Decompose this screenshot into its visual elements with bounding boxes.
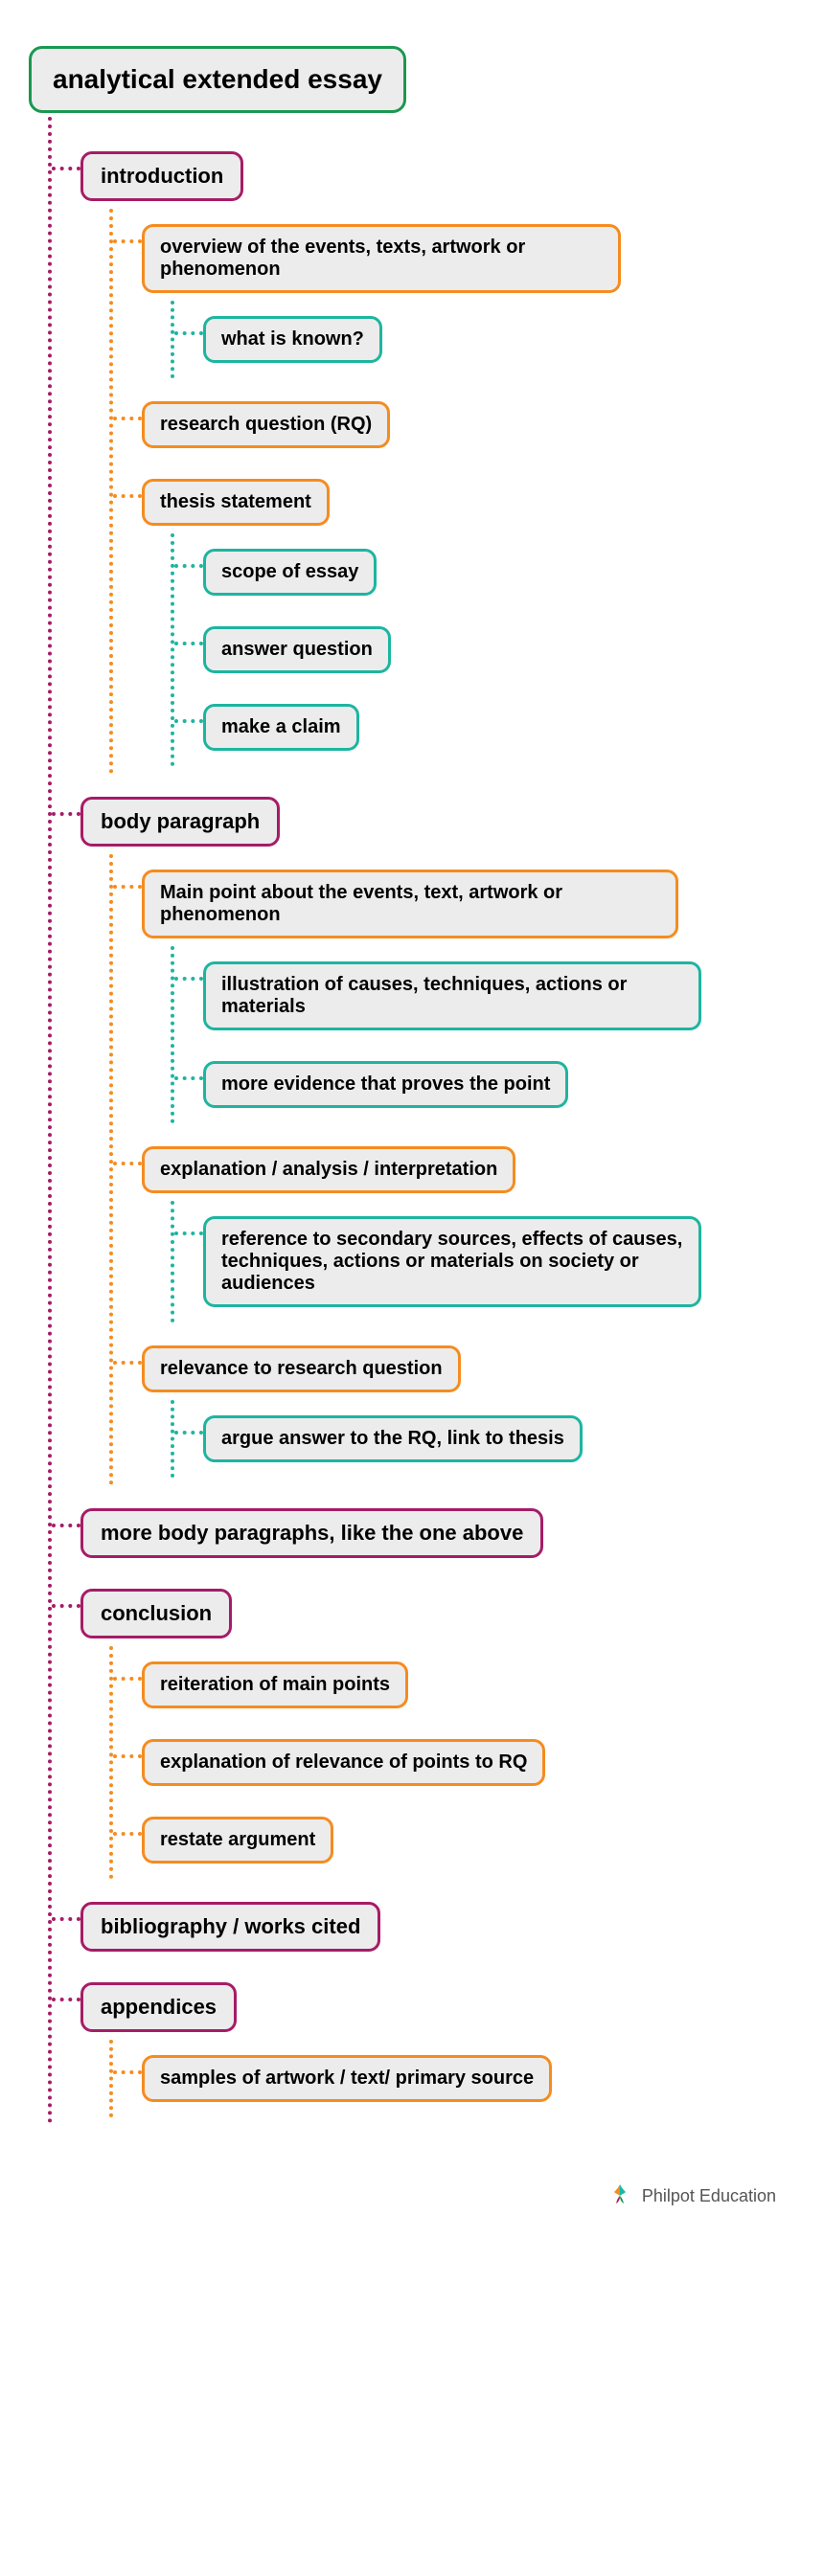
main-sub1-wrap: illustration of causes, techniques, acti… [174,946,795,1046]
overview-sub-wrap: what is known? [174,301,795,378]
footer: Philpot Education [29,2182,795,2210]
relevance-children: argue answer to the RQ, link to thesis [171,1400,795,1478]
body-node: body paragraph [80,797,280,847]
conclusion-wrap: conclusion reiteration of main points ex… [52,1573,795,1887]
appendices-children: samples of artwork / text/ primary sourc… [109,2040,795,2117]
relevance-sub-node: argue answer to the RQ, link to thesis [203,1415,583,1462]
concl-c3-node: restate argument [142,1817,333,1864]
intro-node: introduction [80,151,243,201]
append-a1-node: samples of artwork / text/ primary sourc… [142,2055,552,2102]
intro-children: overview of the events, texts, artwork o… [109,209,795,774]
append-a1-wrap: samples of artwork / text/ primary sourc… [113,2040,795,2117]
relevance-sub-wrap: argue answer to the RQ, link to thesis [174,1400,795,1478]
root-children: introduction overview of the events, tex… [48,117,795,2125]
explanation-wrap: explanation / analysis / interpretation … [113,1131,795,1330]
body-wrap: body paragraph Main point about the even… [52,781,795,1493]
mainpoint-wrap: Main point about the events, text, artwo… [113,854,795,1131]
rq-wrap: research question (RQ) [113,386,795,463]
thesis-wrap: thesis statement scope of essay answer q… [113,463,795,774]
appendices-wrap: appendices samples of artwork / text/ pr… [52,1967,795,2125]
concl-c3-wrap: restate argument [113,1801,795,1879]
explanation-node: explanation / analysis / interpretation [142,1146,515,1193]
logo-icon [608,2182,631,2210]
biblio-wrap: bibliography / works cited [52,1887,795,1967]
concl-c2-wrap: explanation of relevance of points to RQ [113,1724,795,1801]
explanation-children: reference to secondary sources, effects … [171,1201,795,1322]
relevance-node: relevance to research question [142,1345,461,1392]
intro-wrap: introduction overview of the events, tex… [52,136,795,781]
main-sub1-node: illustration of causes, techniques, acti… [203,961,701,1030]
thesis-sub1-node: scope of essay [203,549,377,596]
conclusion-children: reiteration of main points explanation o… [109,1646,795,1879]
relevance-wrap: relevance to research question argue ans… [113,1330,795,1485]
main-sub2-node: more evidence that proves the point [203,1061,568,1108]
biblio-node: bibliography / works cited [80,1902,380,1952]
thesis-sub3-node: make a claim [203,704,359,751]
thesis-node: thesis statement [142,479,330,526]
body-children: Main point about the events, text, artwo… [109,854,795,1485]
main-sub2-wrap: more evidence that proves the point [174,1046,795,1123]
thesis-sub3-wrap: make a claim [174,689,795,766]
overview-sub-node: what is known? [203,316,382,363]
thesis-sub2-node: answer question [203,626,391,673]
concl-c2-node: explanation of relevance of points to RQ [142,1739,545,1786]
mainpoint-node: Main point about the events, text, artwo… [142,870,678,938]
root-node: analytical extended essay [29,46,406,113]
appendices-node: appendices [80,1982,237,2032]
overview-wrap: overview of the events, texts, artwork o… [113,209,795,386]
morebody-node: more body paragraphs, like the one above [80,1508,543,1558]
overview-node: overview of the events, texts, artwork o… [142,224,621,293]
explanation-sub-wrap: reference to secondary sources, effects … [174,1201,795,1322]
explanation-sub-node: reference to secondary sources, effects … [203,1216,701,1307]
thesis-sub2-wrap: answer question [174,611,795,689]
thesis-children: scope of essay answer question make a cl… [171,533,795,766]
footer-text: Philpot Education [642,2186,776,2205]
conclusion-node: conclusion [80,1589,232,1638]
thesis-sub1-wrap: scope of essay [174,533,795,611]
mainpoint-children: illustration of causes, techniques, acti… [171,946,795,1123]
rq-node: research question (RQ) [142,401,390,448]
morebody-wrap: more body paragraphs, like the one above [52,1493,795,1573]
concl-c1-node: reiteration of main points [142,1661,408,1708]
concl-c1-wrap: reiteration of main points [113,1646,795,1724]
overview-children: what is known? [171,301,795,378]
